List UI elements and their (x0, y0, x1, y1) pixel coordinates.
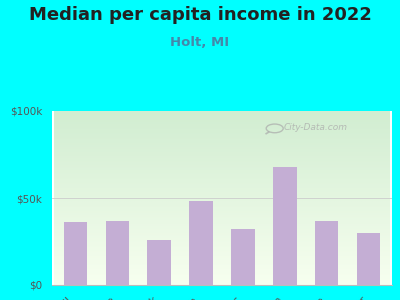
Text: City-Data.com: City-Data.com (283, 123, 347, 132)
Bar (274, 167, 296, 285)
Bar (190, 202, 212, 285)
Text: Median per capita income in 2022: Median per capita income in 2022 (28, 6, 372, 24)
Bar (357, 233, 380, 285)
Bar (148, 240, 170, 285)
Bar (232, 229, 254, 285)
Bar (64, 222, 87, 285)
Bar (315, 220, 338, 285)
Bar (106, 220, 129, 285)
Text: Holt, MI: Holt, MI (170, 36, 230, 49)
